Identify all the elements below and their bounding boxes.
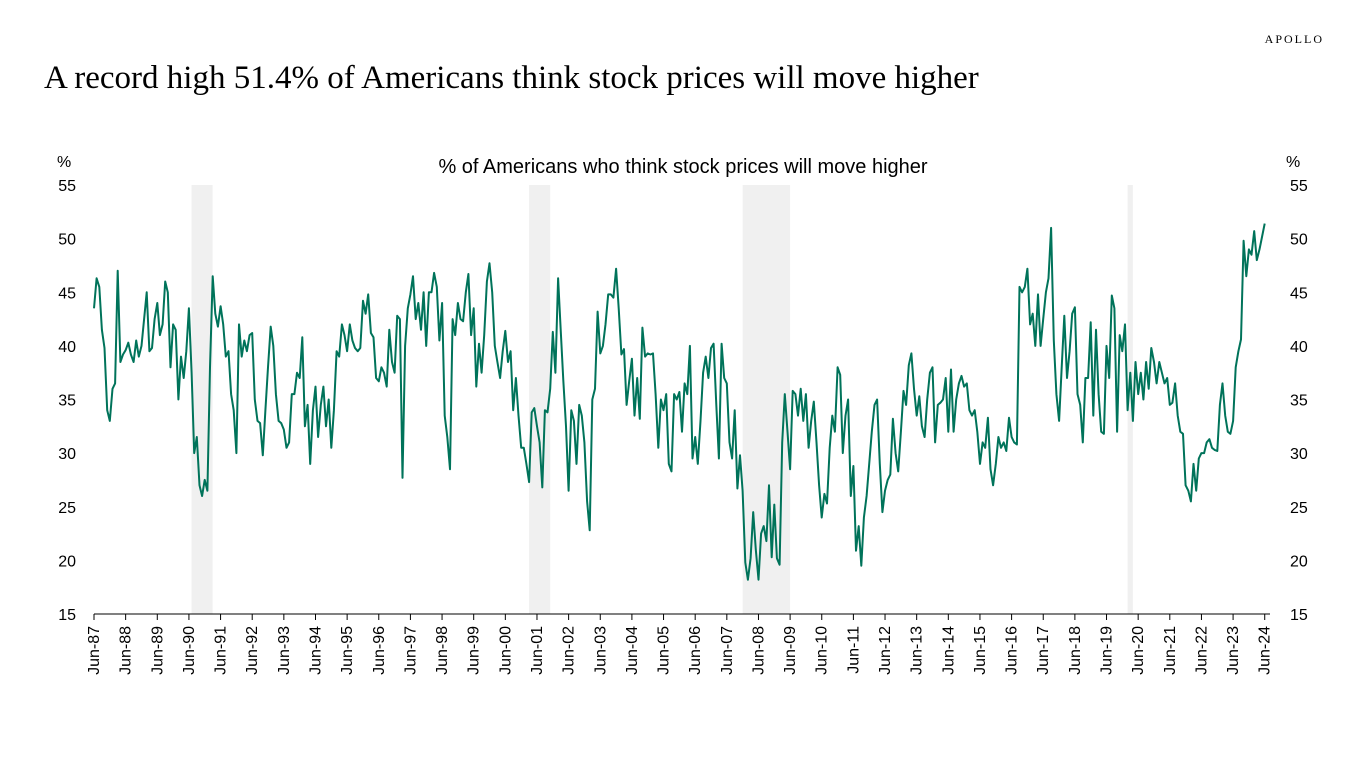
- y-axis-left-unit-label: %: [57, 154, 71, 171]
- x-tick-label: Jun-00: [497, 626, 514, 675]
- y-tick-label-left: 40: [58, 339, 76, 356]
- x-tick-label: Jun-05: [656, 626, 673, 675]
- y-tick-label-left: 20: [58, 553, 76, 570]
- y-tick-label-right: 15: [1290, 607, 1308, 624]
- x-tick-label: Jun-99: [466, 626, 483, 675]
- y-tick-label-left: 30: [58, 446, 76, 463]
- x-tick-label: Jun-15: [972, 626, 989, 675]
- x-tick-label: Jun-96: [371, 626, 388, 675]
- y-tick-label-left: 35: [58, 393, 76, 410]
- y-tick-label-left: 55: [58, 178, 76, 195]
- recession-band: [742, 185, 791, 614]
- x-tick-label: Jun-23: [1225, 626, 1242, 675]
- x-tick-label: Jun-91: [213, 626, 230, 675]
- x-tick-label: Jun-08: [750, 626, 767, 675]
- y-tick-label-right: 45: [1290, 285, 1308, 302]
- x-tick-label: Jun-16: [1004, 626, 1021, 675]
- y-axis-right-ticks: 15 20 25 30 35 40 45 50 55: [1290, 178, 1308, 624]
- x-tick-label: Jun-11: [845, 626, 862, 674]
- recession-bands: [191, 185, 1133, 614]
- x-tick-label: Jun-03: [592, 626, 609, 675]
- x-tick-label: Jun-18: [1067, 626, 1084, 675]
- x-tick-label: Jun-14: [940, 626, 957, 675]
- x-tick-label: Jun-13: [909, 626, 926, 675]
- x-tick-label: Jun-22: [1193, 626, 1210, 675]
- y-axis-right-unit-label: %: [1286, 154, 1300, 171]
- x-tick-label: Jun-94: [307, 626, 324, 675]
- y-tick-label-right: 25: [1290, 500, 1308, 517]
- x-tick-label: Jun-17: [1035, 626, 1052, 675]
- y-tick-label-left: 45: [58, 285, 76, 302]
- x-tick-label: Jun-90: [181, 626, 198, 675]
- y-tick-label-left: 50: [58, 232, 76, 249]
- x-tick-label: Jun-07: [719, 626, 736, 675]
- x-tick-label: Jun-12: [877, 626, 894, 675]
- x-tick-label: Jun-95: [339, 626, 356, 675]
- recession-band: [191, 185, 213, 614]
- x-tick-label: Jun-93: [276, 626, 293, 675]
- x-tick-label: Jun-87: [86, 626, 103, 675]
- x-tick-label: Jun-88: [118, 626, 135, 675]
- y-tick-label-left: 15: [58, 607, 76, 624]
- y-tick-label-right: 40: [1290, 339, 1308, 356]
- x-axis-ticks: Jun-87 Jun-88 Jun-89 Jun-90 Jun-91 Jun-92 Jun-…: [86, 614, 1274, 675]
- x-tick-label: Jun-01: [529, 626, 546, 675]
- x-tick-label: Jun-10: [814, 626, 831, 675]
- x-tick-label: Jun-06: [687, 626, 704, 675]
- x-tick-label: Jun-19: [1099, 626, 1116, 675]
- x-tick-label: Jun-89: [149, 626, 166, 675]
- x-tick-label: Jun-02: [561, 626, 578, 675]
- x-tick-label: Jun-98: [434, 626, 451, 675]
- y-axis-left-ticks: 15 20 25 30 35 40 45 50 55: [58, 178, 76, 624]
- series-line: [93, 223, 1266, 581]
- x-tick-label: Jun-09: [782, 626, 799, 675]
- series-line-group: [93, 223, 1266, 581]
- chart-title: % of Americans who think stock prices wi…: [438, 156, 927, 178]
- y-tick-label-left: 25: [58, 500, 76, 517]
- y-tick-label-right: 30: [1290, 446, 1308, 463]
- x-tick-label: Jun-21: [1162, 626, 1179, 675]
- page-title: A record high 51.4% of Americans think s…: [44, 60, 979, 96]
- x-tick-label: Jun-92: [244, 626, 261, 675]
- x-tick-label: Jun-04: [624, 626, 641, 675]
- y-tick-label-right: 35: [1290, 393, 1308, 410]
- x-tick-label: Jun-20: [1130, 626, 1147, 675]
- y-tick-label-right: 55: [1290, 178, 1308, 195]
- y-tick-label-right: 20: [1290, 553, 1308, 570]
- recession-band: [529, 185, 551, 614]
- x-tick-label: Jun-97: [402, 626, 419, 675]
- y-tick-label-right: 50: [1290, 232, 1308, 249]
- recession-band: [1127, 185, 1133, 614]
- x-tick-label: Jun-24: [1257, 626, 1274, 675]
- brand-logo-text: APOLLO: [1264, 32, 1324, 46]
